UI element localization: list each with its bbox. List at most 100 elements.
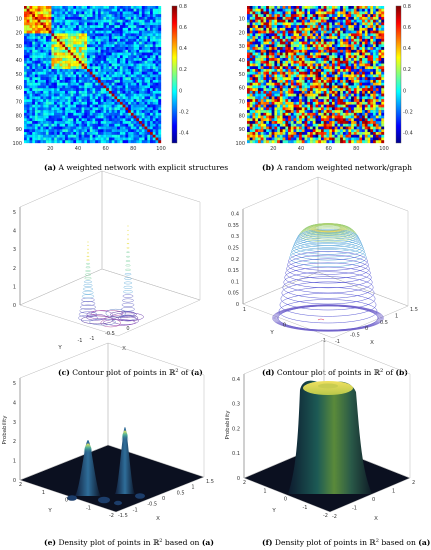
heatmap-cell bbox=[381, 6, 385, 9]
heatmap-cell bbox=[122, 38, 126, 42]
heatmap-cell bbox=[130, 60, 134, 64]
heatmap-cell bbox=[130, 118, 134, 122]
heatmap-cell bbox=[45, 129, 49, 133]
heatmap-cell bbox=[277, 36, 281, 40]
heatmap-cell bbox=[32, 85, 36, 89]
heatmap-cell bbox=[150, 44, 153, 48]
heatmap-cell bbox=[266, 126, 270, 130]
heatmap-cell bbox=[268, 137, 272, 141]
heatmap-cell bbox=[364, 38, 368, 42]
heatmap-cell bbox=[274, 134, 278, 138]
heatmap-cell bbox=[155, 16, 159, 20]
heatmap-cell bbox=[111, 99, 115, 103]
heatmap-cell bbox=[296, 6, 300, 9]
heatmap-cell bbox=[252, 69, 256, 72]
heatmap-cell bbox=[24, 140, 27, 144]
heatmap-cell bbox=[375, 123, 379, 127]
heatmap-cell bbox=[279, 115, 283, 119]
heatmap-cell bbox=[73, 118, 77, 122]
heatmap-cell bbox=[247, 47, 250, 50]
heatmap-cell bbox=[87, 30, 90, 34]
heatmap-cell bbox=[307, 99, 311, 103]
heatmap-cell bbox=[40, 90, 44, 94]
heatmap-cell bbox=[155, 79, 159, 83]
heatmap-cell bbox=[87, 101, 90, 105]
heatmap-cell bbox=[271, 99, 275, 103]
heatmap-cell bbox=[70, 58, 74, 61]
heatmap-cell bbox=[381, 11, 385, 15]
heatmap-cell bbox=[48, 140, 52, 144]
heatmap-cell bbox=[117, 6, 121, 9]
heatmap-cell bbox=[92, 112, 96, 116]
heatmap-cell bbox=[301, 82, 305, 86]
heatmap-cell bbox=[73, 107, 77, 111]
heatmap-cell bbox=[26, 66, 30, 70]
heatmap-cell bbox=[43, 104, 47, 108]
heatmap-cell bbox=[247, 41, 250, 45]
heatmap-cell bbox=[290, 38, 294, 42]
heatmap-cell bbox=[290, 66, 294, 70]
heatmap-cell bbox=[114, 41, 118, 45]
heatmap-cell bbox=[274, 126, 278, 130]
heatmap-cell bbox=[78, 88, 82, 92]
heatmap-cell bbox=[133, 66, 137, 70]
heatmap-cell bbox=[356, 126, 360, 130]
heatmap-cell bbox=[255, 8, 259, 12]
heatmap-cell bbox=[45, 93, 49, 97]
heatmap-cell bbox=[54, 132, 58, 135]
heatmap-cell bbox=[56, 60, 60, 64]
heatmap-cell bbox=[76, 104, 79, 108]
heatmap-cell bbox=[342, 27, 346, 31]
heatmap-cell bbox=[78, 104, 82, 108]
heatmap-cell bbox=[342, 36, 346, 40]
heatmap-cell bbox=[125, 25, 129, 29]
heatmap-cell bbox=[114, 36, 118, 40]
heatmap-cell bbox=[108, 63, 112, 67]
heatmap-cell bbox=[370, 25, 374, 29]
heatmap-cell bbox=[370, 52, 374, 56]
heatmap-cell bbox=[293, 44, 297, 48]
heatmap-cell bbox=[367, 6, 371, 9]
heatmap-cell bbox=[293, 126, 297, 130]
heatmap-cell bbox=[381, 74, 385, 78]
heatmap-cell bbox=[158, 19, 162, 23]
heatmap-cell bbox=[67, 121, 71, 124]
heatmap-cell bbox=[78, 25, 82, 29]
heatmap-cell bbox=[263, 121, 267, 124]
heatmap-cell bbox=[337, 30, 341, 34]
heatmap-cell bbox=[119, 134, 123, 138]
heatmap-cell bbox=[381, 16, 385, 20]
heatmap-cell bbox=[288, 88, 291, 92]
heatmap-cell bbox=[345, 88, 349, 92]
heatmap-cell bbox=[128, 110, 132, 114]
heatmap-cell bbox=[136, 71, 140, 75]
heatmap-cell bbox=[125, 8, 129, 12]
heatmap-cell bbox=[51, 96, 55, 100]
heatmap-cell bbox=[40, 27, 44, 31]
heatmap-cell bbox=[266, 66, 270, 70]
heatmap-cell bbox=[299, 101, 302, 105]
heatmap-cell bbox=[277, 88, 281, 92]
heatmap-cell bbox=[277, 69, 281, 72]
heatmap-cell bbox=[73, 36, 77, 40]
heatmap-cell bbox=[247, 77, 250, 81]
heatmap-cell bbox=[268, 93, 272, 97]
heatmap-cell bbox=[108, 22, 112, 26]
heatmap-cell bbox=[255, 121, 259, 124]
heatmap-cell bbox=[92, 90, 96, 94]
heatmap-cell bbox=[59, 41, 63, 45]
heatmap-cell bbox=[370, 36, 374, 40]
heatmap-cell bbox=[381, 14, 385, 18]
heatmap-cell bbox=[277, 107, 281, 111]
heatmap-cell bbox=[152, 30, 156, 34]
heatmap-cell bbox=[108, 96, 112, 100]
heatmap-cell bbox=[65, 36, 68, 40]
heatmap-cell bbox=[141, 41, 145, 45]
heatmap-cell bbox=[301, 115, 305, 119]
heatmap-cell bbox=[34, 6, 38, 9]
heatmap-cell bbox=[334, 69, 338, 72]
heatmap-cell bbox=[367, 66, 371, 70]
heatmap-cell bbox=[301, 38, 305, 42]
heatmap-cell bbox=[353, 66, 357, 70]
heatmap-cell bbox=[48, 11, 52, 15]
